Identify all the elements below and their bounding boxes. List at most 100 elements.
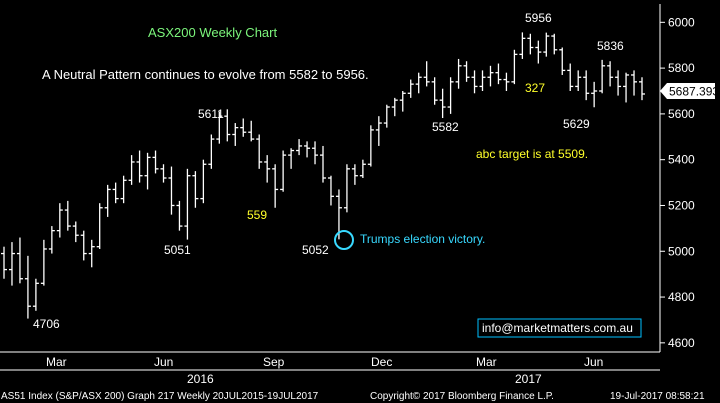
ohlc-bar	[232, 123, 239, 146]
ohlc-bar	[16, 237, 23, 284]
ohlc-bar	[391, 97, 398, 117]
ohlc-bar	[503, 72, 510, 91]
ohlc-bar	[599, 59, 606, 94]
ohlc-bar	[327, 175, 334, 206]
y-axis-ticks: 4600 4800 5000 5200 5400 5600 5800 6000	[660, 15, 695, 350]
ohlc-bar	[591, 81, 598, 108]
ohlc-bar	[407, 79, 414, 98]
ohlc-bar	[160, 164, 167, 183]
chart-title: ASX200 Weekly Chart	[148, 25, 277, 40]
ohlc-bar	[312, 141, 319, 165]
ohlc-bar	[152, 150, 159, 174]
annotation-drop-559: 559	[247, 208, 267, 222]
ohlc-bar	[567, 63, 574, 91]
ohlc-bar	[479, 70, 486, 91]
y-tick-label: 5600	[668, 107, 695, 121]
ohlc-bar	[383, 104, 390, 128]
ohlc-bar	[359, 159, 366, 178]
ohlc-bar	[447, 77, 454, 114]
ohlc-bar	[455, 58, 462, 89]
ohlc-bar	[551, 33, 558, 55]
annotation-high-5836: 5836	[597, 39, 624, 53]
x-month-dec-2016: Dec	[371, 355, 392, 369]
ohlc-bar	[256, 134, 263, 169]
ohlc-bar	[48, 226, 55, 254]
annotation-low-5629: 5629	[563, 117, 590, 131]
annotation-low-5582: 5582	[432, 120, 459, 134]
ohlc-bar	[216, 111, 223, 144]
ohlc-bar	[583, 70, 590, 101]
election-marker-circle	[334, 230, 354, 250]
ohlc-bar	[320, 145, 326, 183]
ohlc-bar	[343, 164, 350, 213]
ohlc-bar	[335, 189, 342, 240]
ohlc-bar	[623, 72, 630, 103]
ohlc-bar	[168, 166, 175, 215]
ohlc-bar	[208, 134, 215, 169]
ohlc-bar	[615, 70, 622, 96]
ohlc-bar	[495, 63, 502, 85]
ohlc-bar	[184, 168, 191, 240]
ohlc-bar	[304, 141, 311, 158]
last-price-value: 5687.393	[669, 85, 719, 99]
x-month-mar-2017: Mar	[476, 355, 497, 369]
annotation-high-5956: 5956	[525, 11, 552, 25]
ohlc-bar	[248, 120, 255, 142]
ohlc-bar	[40, 239, 47, 286]
x-year-2017: 2017	[515, 372, 542, 386]
x-month-jun-2016: Jun	[154, 355, 173, 369]
ohlc-bar	[264, 155, 271, 183]
ohlc-bar	[351, 164, 358, 185]
ohlc-bar	[535, 40, 542, 64]
y-tick-label: 4800	[668, 290, 695, 304]
ohlc-bar	[559, 47, 566, 75]
ohlc-bar	[471, 70, 478, 94]
ohlc-bar	[639, 77, 645, 101]
y-tick-label: 4600	[668, 336, 695, 350]
annotation-low-5052: 5052	[302, 243, 329, 257]
x-year-2016: 2016	[187, 372, 214, 386]
ohlc-bar	[439, 88, 446, 119]
ohlc-bar	[463, 61, 470, 82]
ohlc-bar	[80, 230, 87, 261]
ohlc-bar	[104, 184, 111, 217]
ohlc-bar	[120, 175, 127, 204]
y-tick-label: 5000	[668, 244, 695, 258]
ohlc-bar	[375, 116, 382, 146]
ohlc-bar	[487, 65, 494, 87]
ohlc-bar	[296, 139, 303, 156]
ohlc-bar	[527, 33, 534, 55]
ohlc-bar	[136, 150, 143, 183]
footer-center: Copyright© 2017 Bloomberg Finance L.P.	[370, 391, 554, 402]
ohlc-bar	[367, 125, 374, 167]
x-month-sep-2016: Sep	[263, 355, 285, 369]
annotation-abc-target: abc target is at 5509.	[476, 147, 588, 161]
ohlc-bar	[144, 152, 151, 190]
ohlc-bar	[32, 278, 39, 311]
ohlc-bar	[96, 203, 103, 249]
chart-subtitle: A Neutral Pattern continues to evolve fr…	[42, 67, 369, 82]
ohlc-bar	[415, 72, 422, 94]
ohlc-bar	[8, 242, 15, 286]
ohlc-bar	[272, 164, 279, 208]
ohlc-bar	[399, 91, 406, 112]
ohlc-bar	[112, 182, 119, 204]
ohlc-bar	[519, 32, 526, 59]
y-tick-label: 6000	[668, 15, 695, 29]
ohlc-bar	[543, 32, 550, 57]
footer-right: 19-Jul-2017 08:58:21	[610, 391, 705, 402]
ohlc-bars	[1, 32, 645, 319]
ohlc-bar	[575, 70, 582, 91]
ohlc-bar	[64, 200, 71, 231]
y-tick-label: 5800	[668, 61, 695, 75]
annotation-range-327: 327	[525, 81, 545, 95]
ohlc-bar	[192, 171, 199, 208]
ohlc-bar	[280, 150, 287, 192]
ohlc-bar	[24, 255, 31, 319]
annotation-low-5051: 5051	[164, 243, 191, 257]
ohlc-bar	[176, 200, 183, 231]
annotation-high-5611: 5611	[198, 107, 224, 121]
footer-left: AS51 Index (S&P/ASX 200) Graph 217 Weekl…	[1, 391, 319, 402]
